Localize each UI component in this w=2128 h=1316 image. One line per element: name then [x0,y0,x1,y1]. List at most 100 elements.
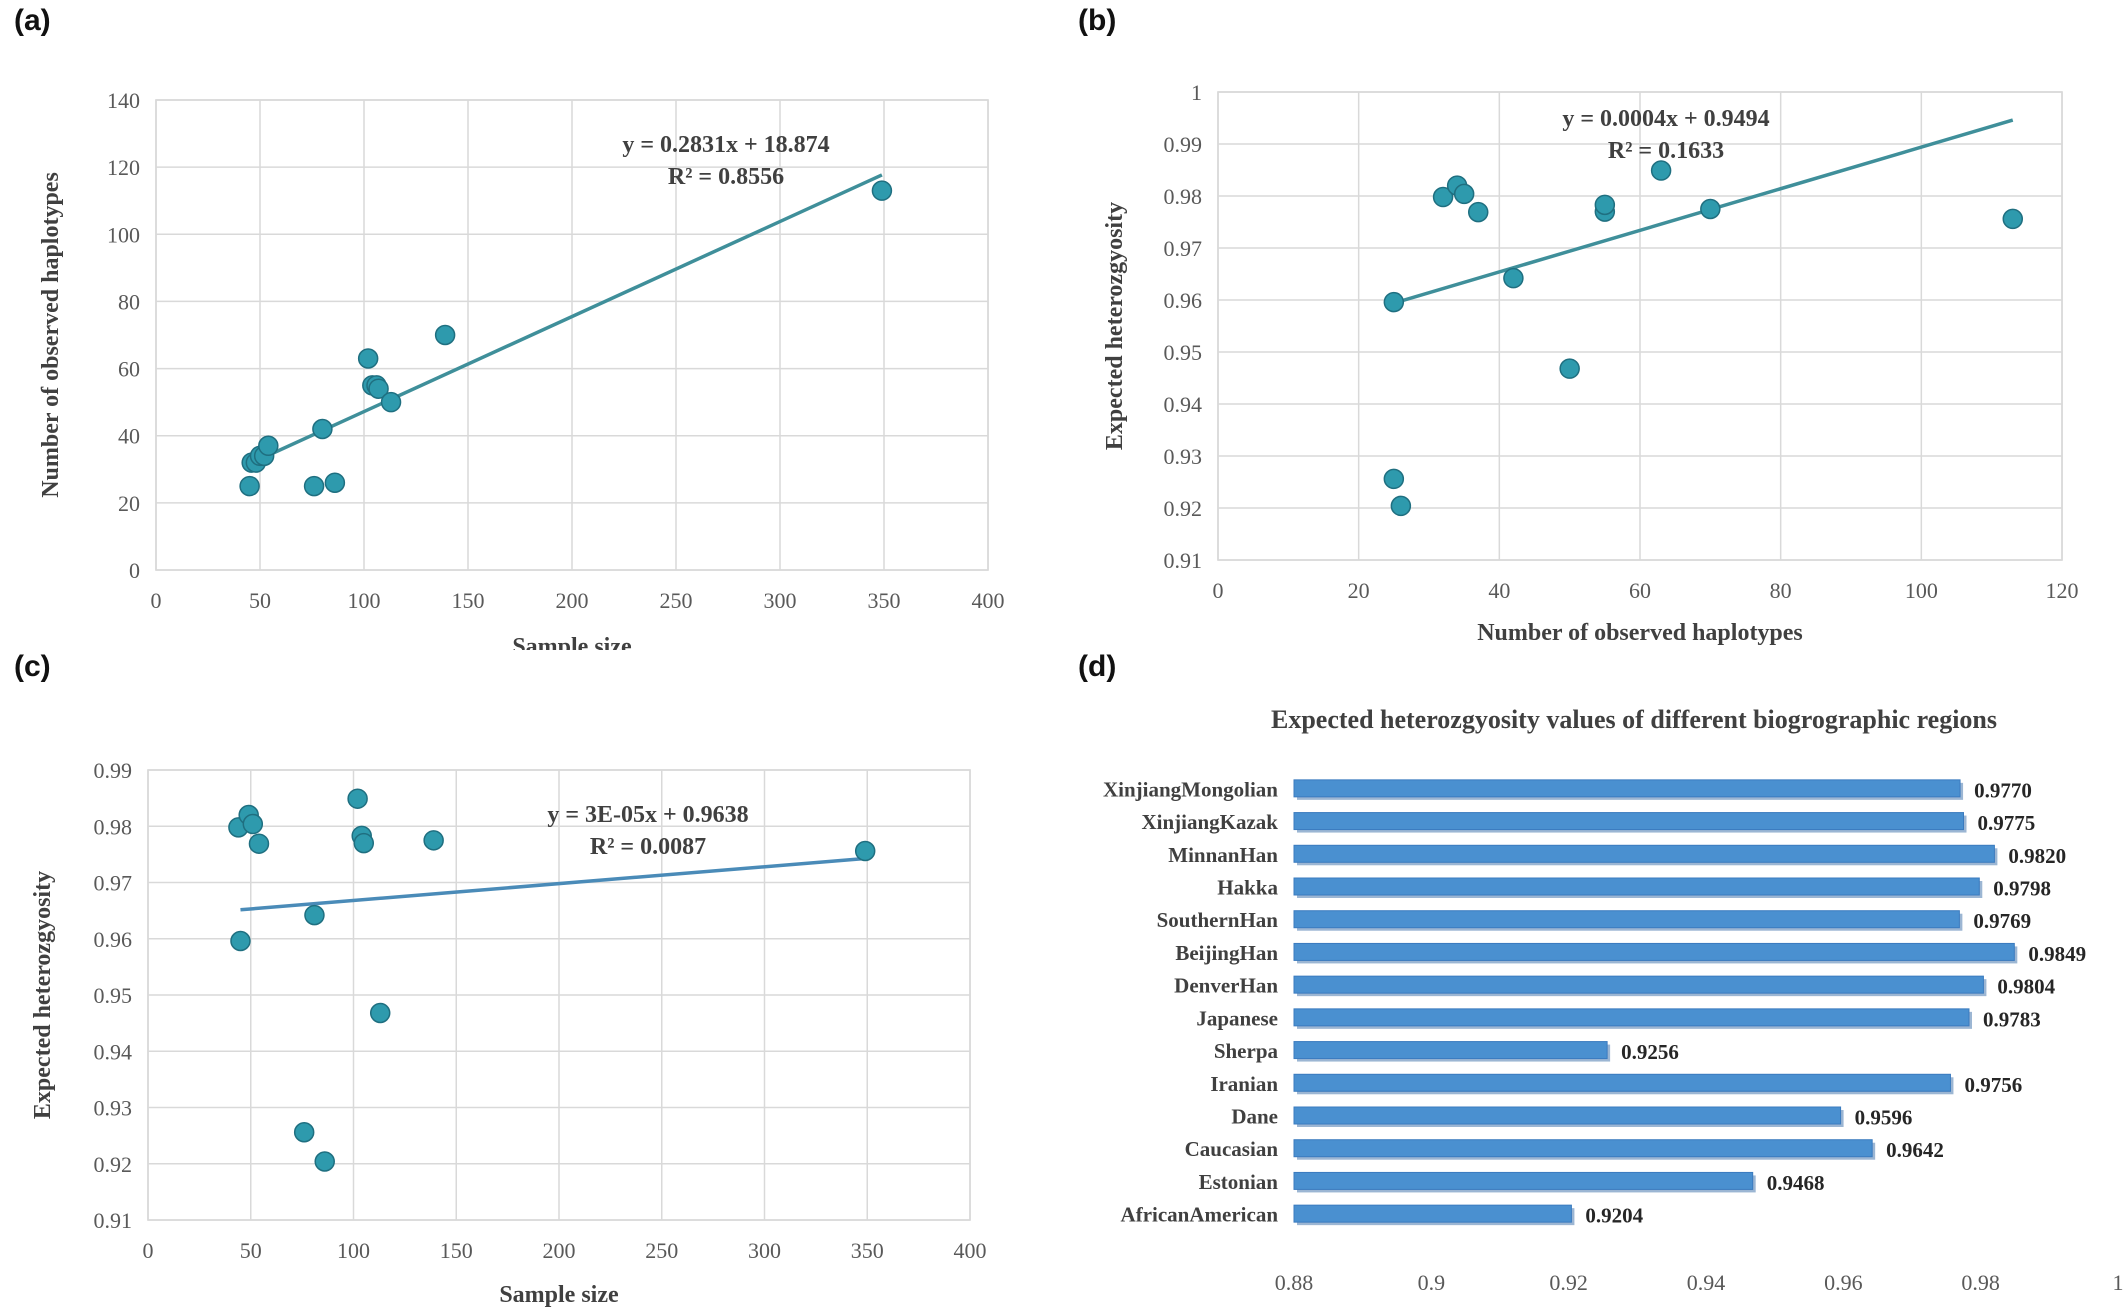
x-tick-label: 0 [143,1238,154,1263]
x-tick-label: 350 [868,588,901,613]
category-label: XinjiangMongolian [1103,777,1278,801]
value-label: 0.9770 [1974,778,2032,802]
bar [1293,812,1964,831]
chart-b-scatter: 0 20 40 60 80 100 120 0.91 0.92 0.93 0.94 0.95 0.96 0… [1102,80,2079,646]
panel-label-d: (d) [1078,650,1117,683]
category-label: MinnanHan [1168,843,1278,867]
bar [1293,975,1984,994]
bar [1293,1041,1608,1060]
y-tick-label: 0.91 [94,1208,133,1233]
data-point [854,840,876,862]
trend-equation: y = 3E-05x + 0.9638 [547,802,748,828]
y-tick-label: 140 [107,88,140,113]
y-tick-label: 20 [118,491,140,516]
bar [1293,1008,1970,1027]
x-tick-label: 0.98 [1961,1270,2000,1295]
y-tick-label: 0.94 [1164,392,1203,417]
y-tick-label: 0.99 [94,758,133,783]
value-label: 0.9804 [1997,975,2055,999]
x-axis-title: Sample size [512,634,632,650]
data-point [380,391,402,413]
x-tick-label: 40 [1488,578,1510,603]
y-tick-label: 0.95 [1164,340,1203,365]
data-point [1453,183,1475,205]
category-label: BeijingHan [1175,941,1278,965]
y-tick-label: 0.93 [94,1096,133,1121]
bar [1293,1106,1842,1125]
bar [1293,1204,1572,1223]
trend-r2: R² = 0.1633 [1608,138,1724,164]
x-tick-label: 300 [764,588,797,613]
panel-label-b: (b) [1078,4,1117,37]
y-tick-label: 0.96 [1164,288,1203,313]
chart-c-scatter: 0 50 100 150 200 250 300 350 400 0.91 0.92 0.93 0.94… [30,758,987,1308]
category-label: Estonian [1199,1170,1279,1194]
data-point [423,830,444,851]
data-point [1503,267,1524,289]
data-point [293,1122,315,1143]
x-tick-label: 150 [452,588,485,613]
bar [1293,844,1995,863]
x-tick-label: 400 [954,1238,987,1263]
x-tick-label: 0.96 [1824,1270,1863,1295]
category-label: Caucasian [1185,1137,1279,1161]
trend-r2: R² = 0.8556 [668,164,784,190]
category-label: AfricanAmerican [1121,1203,1279,1227]
x-tick-label: 100 [337,1238,370,1263]
value-label: 0.9775 [1978,811,2036,835]
value-label: 0.9204 [1585,1204,1643,1228]
data-point [1383,468,1405,490]
bar [1293,910,1960,929]
chart-title: Expected heterozgyosity values of differ… [1271,705,1997,734]
data-point [230,930,251,952]
data-point [1383,291,1405,313]
category-label: Japanese [1196,1006,1278,1030]
x-axis-title: Sample size [499,1282,619,1308]
value-label: 0.9820 [2008,844,2066,868]
x-tick-label: 0.92 [1549,1270,1588,1295]
x-tick-label: 0 [151,588,162,613]
chart-a-scatter: 0 50 100 150 200 250 300 350 400 0 20 40 60 80 100 120 1… [38,88,1005,650]
x-tick-label: 20 [1348,578,1370,603]
data-point [303,475,325,497]
category-label: SouthernHan [1157,908,1279,932]
bar [1293,877,1980,896]
data-point [258,435,279,457]
data-point [1390,495,1412,517]
category-label: DenverHan [1174,974,1278,998]
trend-equation: y = 0.0004x + 0.9494 [1562,106,1769,132]
trendline [248,173,883,466]
data-point [2002,208,2024,230]
x-tick-label: 80 [1770,578,1792,603]
data-point [1650,160,1672,181]
data-point [353,832,375,854]
panel-label-a: (a) [14,4,51,37]
data-point [369,1002,391,1024]
data-point [434,324,456,346]
category-label: XinjiangKazak [1141,810,1278,834]
category-label: Sherpa [1214,1039,1279,1063]
y-tick-label: 0.93 [1164,444,1203,469]
category-label: Dane [1231,1105,1278,1129]
value-label: 0.9756 [1964,1073,2022,1097]
y-tick-label: 1 [1191,80,1202,105]
trendline [240,856,866,912]
y-tick-label: 0 [129,558,140,583]
x-tick-label: 1 [2113,1270,2124,1295]
x-tick-label: 350 [851,1238,884,1263]
panel-label-c: (c) [14,650,51,683]
y-axis-title: Expected heterozgyosity [30,871,56,1119]
category-label: Hakka [1217,876,1278,900]
data-point [1467,201,1489,223]
data-point [347,788,368,809]
value-label: 0.9256 [1621,1040,1679,1064]
value-label: 0.9468 [1767,1171,1825,1195]
x-tick-label: 100 [348,588,381,613]
x-tick-label: 300 [748,1238,781,1263]
y-axis-title: Number of observed haplotypes [38,172,64,498]
value-label: 0.9596 [1855,1106,1913,1130]
y-tick-label: 100 [107,222,140,247]
x-tick-label: 0.94 [1687,1270,1726,1295]
data-point [314,1151,335,1172]
data-point [1559,358,1580,379]
